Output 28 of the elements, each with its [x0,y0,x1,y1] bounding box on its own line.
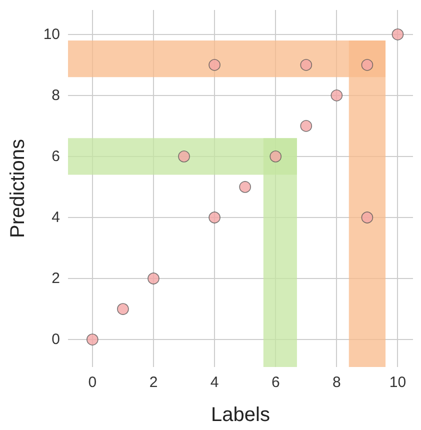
point [361,59,374,71]
point [270,150,282,162]
point [239,181,251,193]
point [148,272,160,284]
y-tick-label: 8 [52,86,60,104]
point [330,90,343,102]
x-tick-label: 4 [210,374,219,391]
point [208,59,220,71]
point [178,150,190,162]
point [300,59,312,71]
point [361,212,374,224]
x-tick-label: 6 [271,374,280,391]
y-tick-label: 4 [52,208,60,226]
y-tick-label: 2 [52,270,60,288]
point [208,212,220,224]
point [86,334,98,346]
point [392,28,404,40]
x-axis-title: Labels [211,404,270,426]
x-tick-label: 0 [88,374,97,391]
y-tick-label: 0 [52,331,60,348]
y-axis-title: Predictions [7,139,29,238]
point [300,120,312,132]
y-tick-label: 10 [43,26,60,43]
x-tick-label: 2 [149,374,158,391]
point [117,303,129,315]
y-tick-label: 6 [52,148,60,165]
x-tick-label: 10 [389,374,406,391]
x-tick-label: 8 [332,374,341,391]
